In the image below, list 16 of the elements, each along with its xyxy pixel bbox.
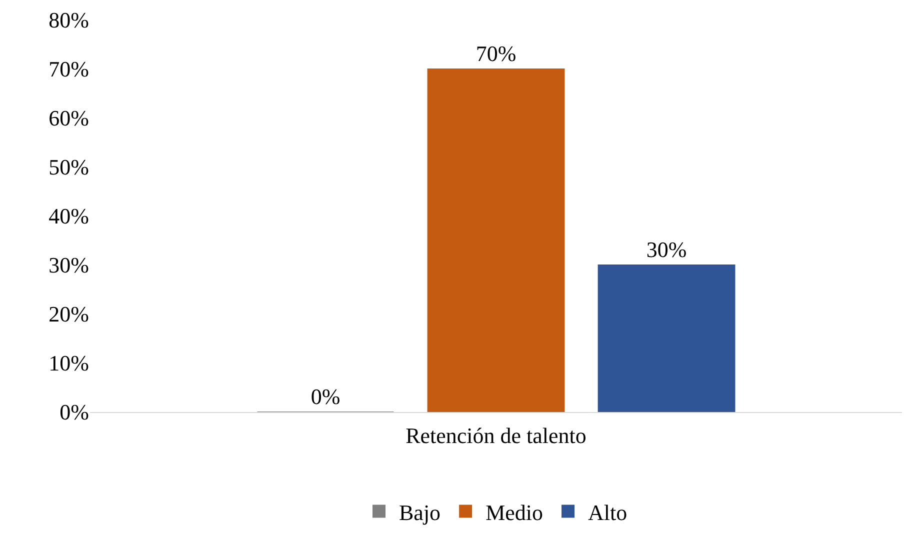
y-tick-label: 80% xyxy=(48,8,89,33)
y-tick-label: 10% xyxy=(48,350,89,376)
y-tick-label: 0% xyxy=(60,400,89,425)
y-tick-label: 30% xyxy=(48,252,89,278)
y-tick-label: 40% xyxy=(48,204,89,229)
x-axis-title: Retención de talento xyxy=(406,422,586,448)
y-tick-label: 20% xyxy=(48,302,89,327)
data-label: 70% xyxy=(476,41,516,66)
legend-label: Medio xyxy=(486,500,544,525)
data-label: 30% xyxy=(646,237,687,262)
y-tick-label: 70% xyxy=(48,56,89,82)
legend-label: Alto xyxy=(588,500,628,525)
y-tick-label: 60% xyxy=(48,106,89,131)
data-label: 0% xyxy=(310,384,340,409)
y-tick-label: 50% xyxy=(48,154,89,180)
legend-label: Bajo xyxy=(399,500,441,525)
